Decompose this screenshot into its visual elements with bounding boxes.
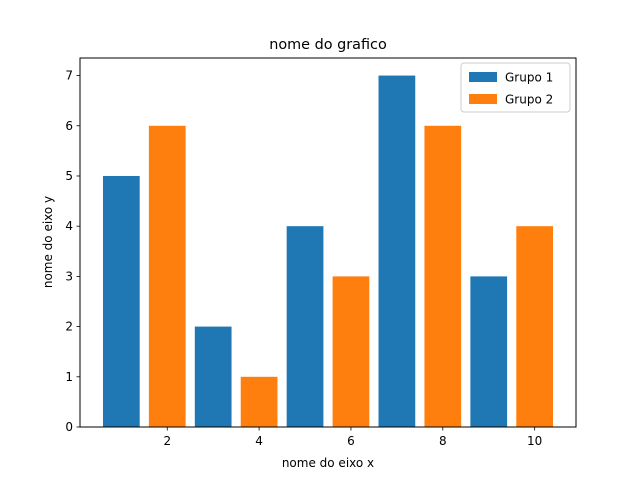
y-tick-label: 5 bbox=[65, 169, 73, 183]
y-axis-label: nome do eixo y bbox=[41, 196, 55, 288]
y-axis: 0 1 2 3 4 5 6 7 bbox=[65, 69, 80, 434]
y-tick-label: 4 bbox=[65, 219, 73, 233]
x-tick-label: 6 bbox=[347, 434, 355, 448]
bar-series2-4 bbox=[424, 125, 462, 427]
bar-series1-3 bbox=[286, 226, 324, 427]
x-tick-label: 10 bbox=[527, 434, 542, 448]
y-tick-label: 3 bbox=[65, 269, 73, 283]
bar-series2-1 bbox=[148, 125, 186, 427]
bar-series2-2 bbox=[240, 376, 278, 427]
legend-swatch-1 bbox=[469, 72, 497, 82]
bar-series2-5 bbox=[516, 226, 554, 427]
chart-title: nome do grafico bbox=[269, 37, 387, 53]
legend-swatch-2 bbox=[469, 94, 497, 104]
bar-series1-2 bbox=[194, 326, 232, 427]
y-tick-label: 1 bbox=[65, 370, 73, 384]
x-tick-label: 2 bbox=[163, 434, 171, 448]
x-tick-label: 4 bbox=[255, 434, 263, 448]
y-tick-label: 7 bbox=[65, 69, 73, 83]
y-tick-label: 6 bbox=[65, 119, 73, 133]
y-tick-label: 2 bbox=[65, 320, 73, 334]
bar-series1-1 bbox=[102, 175, 140, 427]
y-tick-label: 0 bbox=[65, 420, 73, 434]
bar-series1-5 bbox=[470, 276, 508, 427]
bar-series2-3 bbox=[332, 276, 370, 427]
bars-group bbox=[102, 75, 554, 428]
legend: Grupo 1 Grupo 2 bbox=[460, 62, 571, 113]
x-axis-label: nome do eixo x bbox=[282, 456, 374, 470]
legend-label-1: Grupo 1 bbox=[505, 71, 553, 85]
plot-frame bbox=[79, 57, 577, 428]
x-tick-label: 8 bbox=[439, 434, 447, 448]
bar-series1-4 bbox=[378, 75, 416, 428]
legend-label-2: Grupo 2 bbox=[505, 93, 553, 107]
x-axis: 2 4 6 8 10 bbox=[163, 427, 542, 448]
